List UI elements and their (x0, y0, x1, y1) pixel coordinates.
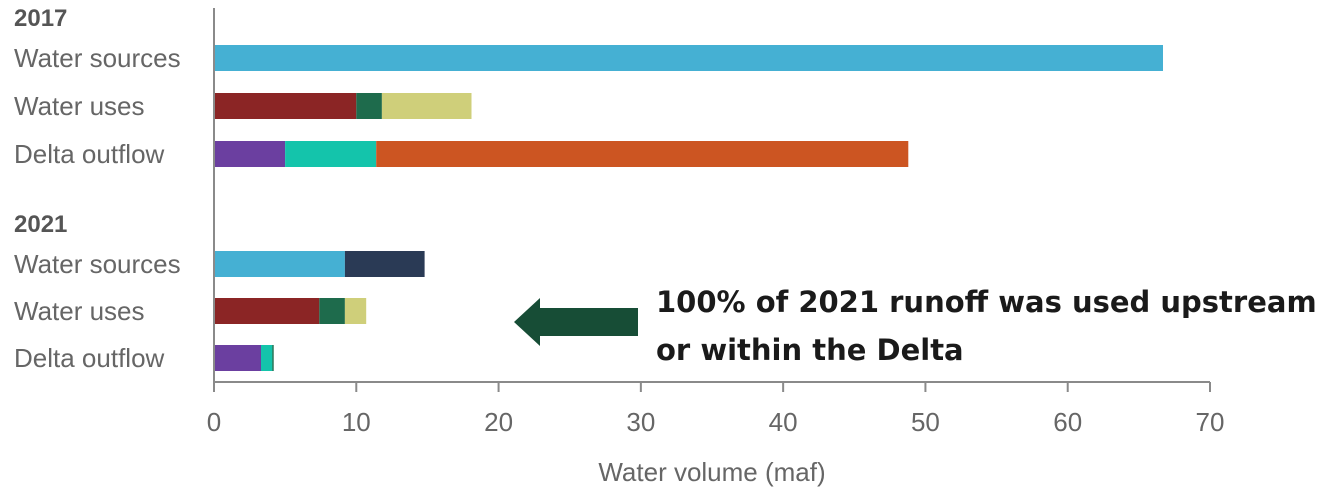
x-axis-ticks: 0 10 20 30 40 50 60 70 (207, 382, 1225, 437)
x-tick-label-60: 60 (1053, 407, 1082, 437)
x-tick-label-50: 50 (911, 407, 940, 437)
bar-segment-2021-delta-outflow-2 (261, 345, 273, 371)
bar-segment-2017-water-uses-3 (381, 93, 472, 119)
x-tick-label-10: 10 (342, 407, 371, 437)
category-label-2021-water-sources: Water sources (14, 249, 181, 279)
group-label-2021: 2021 (14, 211, 67, 238)
category-label-2021-water-uses: Water uses (14, 296, 145, 326)
x-axis-title: Water volume (maf) (598, 457, 825, 487)
x-tick-label-40: 40 (769, 407, 798, 437)
category-label-2017-water-sources: Water sources (14, 43, 181, 73)
bar-segment-2021-water-sources-2 (344, 251, 425, 277)
category-label-2017-water-uses: Water uses (14, 91, 145, 121)
bar-segment-2021-delta-outflow-1 (214, 345, 261, 371)
bar-segment-2021-water-uses-3 (344, 298, 367, 324)
bar-segment-2021-delta-outflow-3 (272, 345, 274, 371)
bars (214, 45, 1163, 371)
bar-segment-2017-delta-outflow-3 (376, 141, 909, 167)
left-arrow-icon (514, 298, 638, 346)
x-tick-label-30: 30 (626, 407, 655, 437)
category-labels: 2017 Water sources Water uses Delta outflow… (14, 5, 181, 373)
bar-segment-2021-water-uses-2 (319, 298, 345, 324)
bar-segment-2017-delta-outflow-2 (285, 141, 377, 167)
x-tick-label-0: 0 (207, 407, 221, 437)
bar-segment-2017-water-uses-2 (356, 93, 382, 119)
category-label-2021-delta-outflow: Delta outflow (14, 343, 165, 373)
group-label-2017: 2017 (14, 5, 67, 32)
bar-segment-2021-water-uses-1 (214, 298, 320, 324)
bar-segment-2017-water-sources-1 (214, 45, 1163, 71)
bar-segment-2017-water-uses-1 (214, 93, 357, 119)
annotation: 100% of 2021 runoff was used upstream or… (514, 285, 1317, 367)
annotation-line-1: 100% of 2021 runoff was used upstream (656, 285, 1317, 319)
x-tick-label-20: 20 (484, 407, 513, 437)
x-tick-label-70: 70 (1196, 407, 1225, 437)
bar-segment-2021-water-sources-1 (214, 251, 345, 277)
category-label-2017-delta-outflow: Delta outflow (14, 139, 165, 169)
bar-segment-2017-delta-outflow-1 (214, 141, 286, 167)
annotation-line-2: or within the Delta (656, 333, 964, 367)
